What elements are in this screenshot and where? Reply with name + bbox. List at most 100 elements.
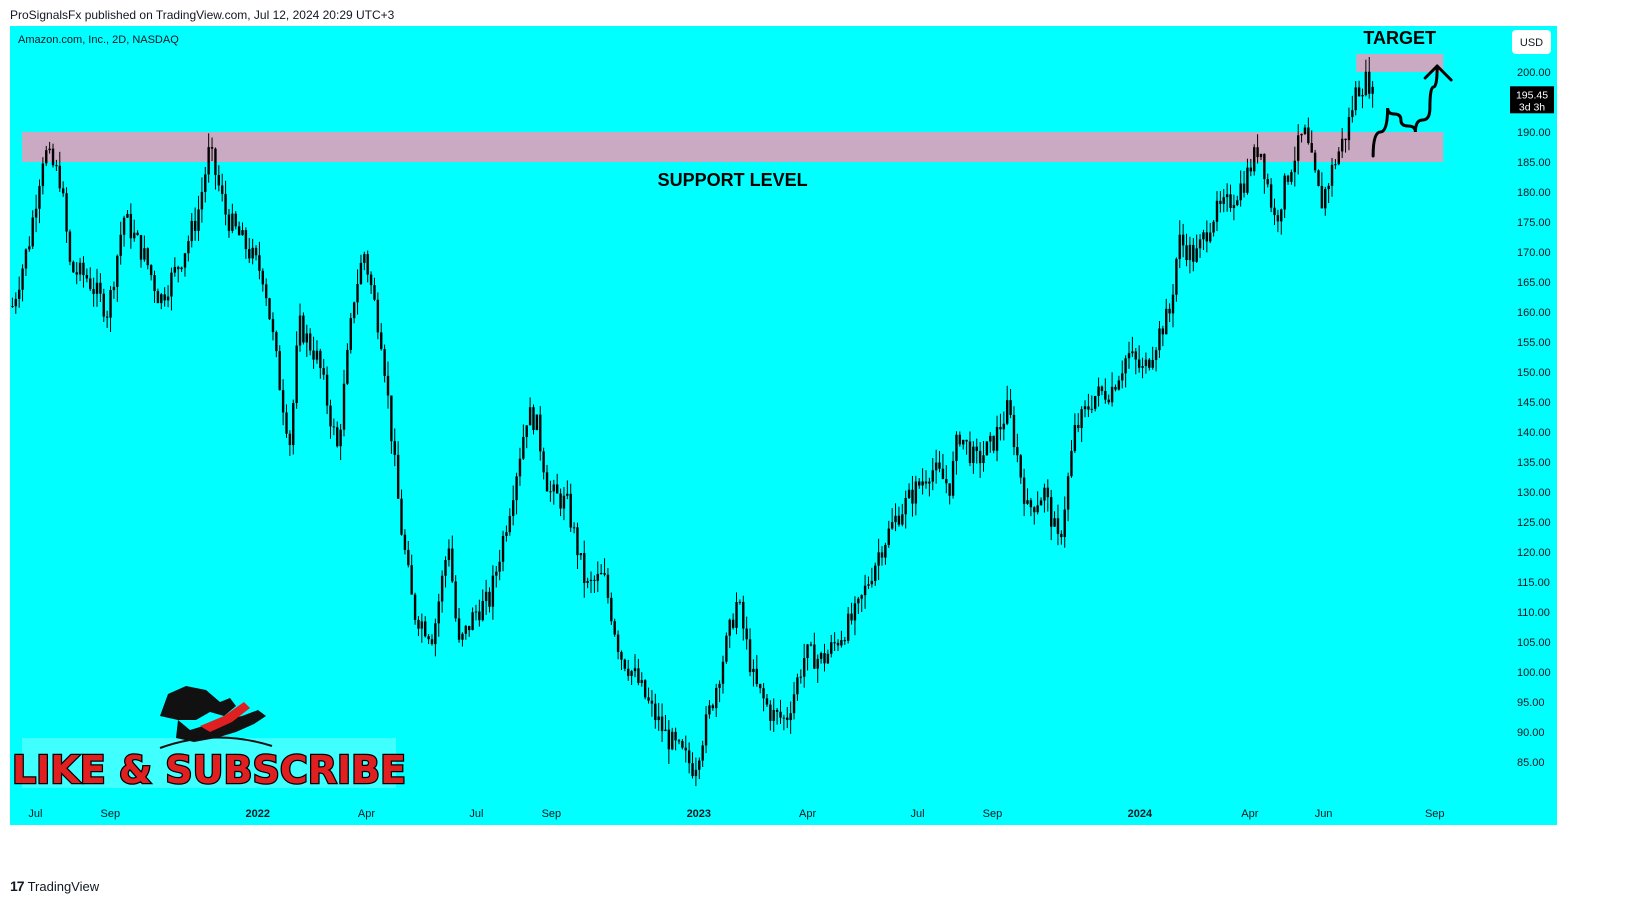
- candle: [1036, 491, 1039, 515]
- currency-button[interactable]: USD: [1512, 30, 1551, 54]
- candle: [1202, 229, 1205, 251]
- candle: [627, 659, 630, 681]
- candle: [671, 727, 674, 751]
- candle: [1344, 138, 1347, 153]
- tradingview-footer[interactable]: 17 TradingView: [10, 878, 99, 894]
- candle: [281, 379, 285, 426]
- candle: [542, 447, 545, 480]
- candle: [840, 630, 843, 648]
- candle: [816, 654, 819, 683]
- candle: [715, 683, 718, 717]
- candle: [965, 439, 968, 455]
- candle: [41, 157, 45, 195]
- price-chart[interactable]: SUPPORT LEVEL TARGET 85.00 90.00 95.00 100.0…: [10, 26, 1557, 825]
- candle: [708, 700, 711, 719]
- candle: [870, 567, 874, 588]
- candle: [769, 700, 772, 731]
- candle: [444, 556, 447, 588]
- candle: [207, 133, 210, 183]
- candle: [1110, 372, 1114, 407]
- candle: [901, 503, 904, 527]
- candle: [630, 669, 633, 685]
- target-zone: [1356, 54, 1444, 72]
- time-axis[interactable]: Jul Sep 2022 Apr Jul Sep 2023 Apr Jul Sep 2024 Apr J…: [28, 808, 1444, 820]
- candle: [38, 179, 41, 224]
- candle: [58, 151, 61, 192]
- time-tick-label: 2022: [245, 808, 269, 820]
- candle: [254, 245, 258, 261]
- candle: [978, 442, 982, 478]
- candle: [549, 480, 552, 502]
- candle: [1212, 220, 1215, 237]
- candle: [992, 435, 995, 454]
- candle: [941, 453, 945, 480]
- candle: [14, 292, 18, 314]
- candle: [1192, 238, 1195, 272]
- candle: [451, 535, 454, 584]
- projection-arrowhead: [1423, 64, 1453, 82]
- candle: [806, 643, 809, 671]
- candle: [380, 323, 383, 351]
- chart-frame[interactable]: SUPPORT LEVEL TARGET 85.00 90.00 95.00 100.0…: [10, 26, 1557, 825]
- candle: [163, 287, 166, 307]
- candle: [1215, 191, 1219, 232]
- candle: [637, 658, 640, 686]
- candle: [464, 624, 468, 640]
- candle: [596, 561, 599, 593]
- price-tick-label: 95.00: [1517, 697, 1545, 709]
- candle: [501, 530, 505, 572]
- candle: [799, 669, 802, 684]
- candle: [968, 431, 972, 467]
- candle: [1296, 124, 1300, 175]
- candle: [292, 399, 295, 455]
- candle: [846, 606, 850, 644]
- candle: [985, 441, 989, 456]
- candle: [975, 438, 978, 464]
- price-tick-label: 140.00: [1517, 427, 1551, 439]
- candle: [1300, 133, 1303, 143]
- candle: [1266, 173, 1269, 188]
- candle: [336, 421, 339, 448]
- price-tick-label: 115.00: [1517, 577, 1550, 589]
- candle: [907, 483, 911, 499]
- candle: [447, 539, 451, 567]
- candle: [863, 574, 867, 609]
- candle: [948, 483, 951, 505]
- candle: [437, 593, 440, 637]
- time-tick-label: Sep: [1425, 808, 1445, 820]
- candle: [237, 221, 241, 236]
- candle: [275, 330, 278, 358]
- candle: [410, 554, 413, 595]
- candle: [640, 672, 643, 687]
- candle: [860, 594, 863, 612]
- candle: [718, 680, 721, 703]
- candle: [1056, 504, 1060, 546]
- time-tick-label: Jun: [1315, 808, 1333, 820]
- candle: [65, 187, 68, 243]
- candle: [11, 297, 14, 308]
- candle: [119, 221, 122, 265]
- candle: [312, 336, 315, 369]
- candle: [1293, 146, 1297, 187]
- candle: [302, 312, 305, 345]
- candle: [369, 271, 373, 294]
- candle: [921, 468, 924, 495]
- candle: [424, 616, 427, 638]
- candle: [346, 343, 349, 386]
- publish-info: ProSignalsFx published on TradingView.co…: [10, 8, 395, 22]
- candle: [918, 478, 921, 489]
- candle: [153, 270, 156, 303]
- candle: [599, 564, 603, 575]
- candle: [183, 252, 187, 277]
- candle: [457, 607, 461, 643]
- candle: [620, 650, 623, 670]
- candle: [136, 230, 139, 236]
- candle: [755, 654, 759, 687]
- candle: [1236, 195, 1239, 207]
- candle: [1249, 158, 1253, 177]
- candle: [227, 208, 231, 238]
- candle: [552, 479, 555, 505]
- candle: [190, 213, 193, 248]
- candle: [89, 267, 92, 292]
- candle: [61, 181, 65, 197]
